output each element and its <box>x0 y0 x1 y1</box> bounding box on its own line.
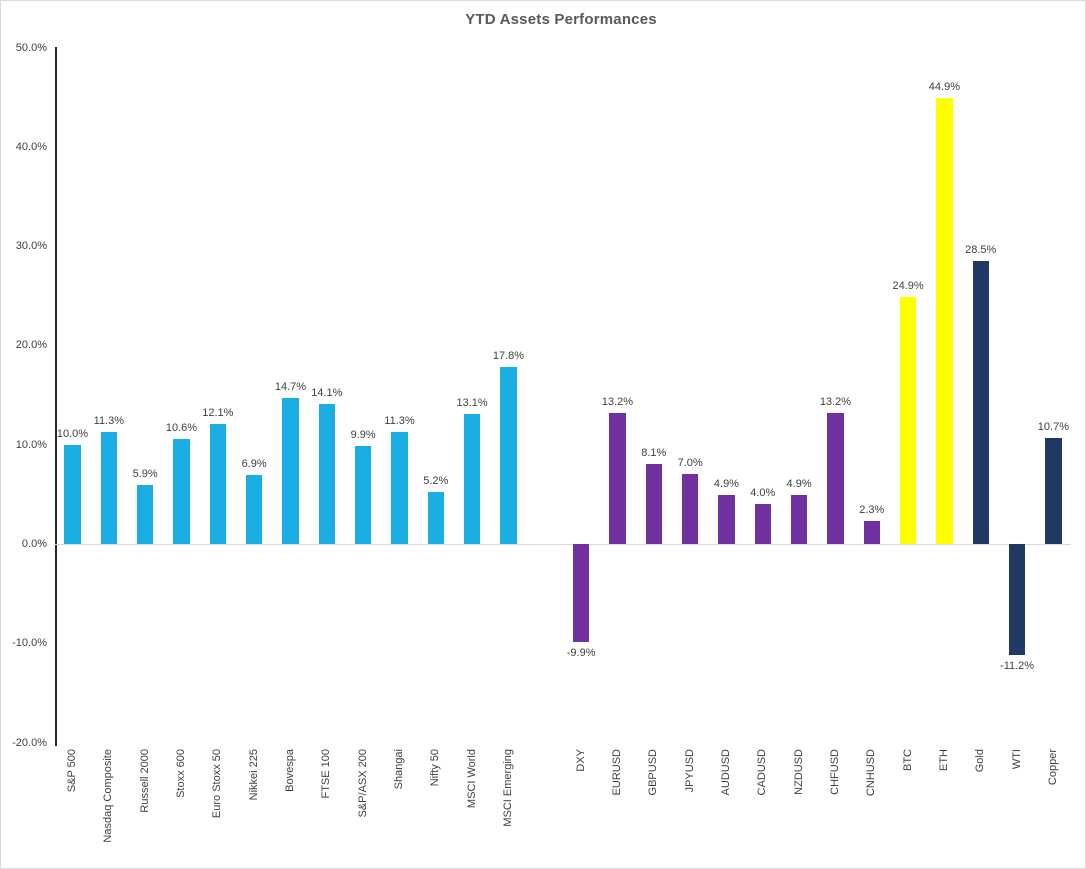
y-axis-tick-label: -20.0% <box>12 736 47 749</box>
y-axis-tick-label: 10.0% <box>15 438 47 451</box>
bar-stoxx-600 <box>173 438 190 544</box>
category-label: Copper <box>1046 749 1059 786</box>
bar-value-label: 9.9% <box>350 428 376 441</box>
bar-value-label: 4.0% <box>750 487 776 500</box>
bar-bovespa <box>282 398 299 544</box>
y-axis-tick-label: 20.0% <box>15 339 47 352</box>
category-label: GBPUSD <box>647 749 660 796</box>
bar-wti <box>1008 544 1026 656</box>
y-axis-tick-label: 40.0% <box>15 140 47 153</box>
category-label: CHFUSD <box>828 749 841 795</box>
category-label: MSCI Emerging <box>501 749 514 827</box>
bar-value-label: 17.8% <box>492 350 525 363</box>
zero-gridline <box>55 544 1071 546</box>
bar-value-label: 13.1% <box>456 396 488 409</box>
category-label: AUDUSD <box>719 749 732 796</box>
category-label: Euro Stoxx 50 <box>211 749 224 819</box>
bar-eurusd <box>609 412 626 544</box>
category-label: WTI <box>1010 749 1023 770</box>
chart-title: YTD Assets Performances <box>465 11 657 28</box>
bar-msci-emerging <box>500 367 517 544</box>
bar-value-label: 6.9% <box>241 458 267 471</box>
bar-cnhusd <box>863 521 880 544</box>
bar-shangai <box>391 431 408 544</box>
category-label: Nifty 50 <box>429 749 442 787</box>
bar-gbpusd <box>645 463 663 544</box>
y-axis-line <box>55 46 57 746</box>
category-label: Nasdaq Composite <box>102 749 115 843</box>
bar-value-label: 5.9% <box>132 468 158 481</box>
bar-value-label: 28.5% <box>965 243 997 256</box>
category-label: MSCI World <box>465 749 478 809</box>
bar-value-label: 5.2% <box>423 475 449 488</box>
category-label: Stoxx 600 <box>174 749 187 798</box>
bar-value-label: 4.9% <box>713 478 739 491</box>
bar-nasdaq-composite <box>100 431 118 544</box>
bar-euro-stoxx-50 <box>209 423 227 544</box>
category-label: Gold <box>974 749 987 773</box>
bar-ftse-100 <box>318 403 336 544</box>
category-label: Bovespa <box>283 749 296 792</box>
bar-jpyusd <box>681 474 699 544</box>
bar-value-label: 8.1% <box>641 446 667 459</box>
bar-value-label: 4.9% <box>786 478 812 491</box>
category-label: JPYUSD <box>683 749 696 793</box>
category-label: CNHUSD <box>865 749 878 797</box>
bar-value-label: 12.1% <box>202 406 234 419</box>
category-label: S&P/ASX 200 <box>356 749 369 818</box>
bar-s-p-500 <box>64 444 81 544</box>
bar-value-label: 13.2% <box>601 395 634 408</box>
bar-nzdusd <box>790 495 808 544</box>
bar-value-label: -11.2% <box>1000 660 1035 673</box>
bar-audusd <box>718 495 735 544</box>
bar-chfusd <box>827 412 844 544</box>
y-axis-tick-label: 0.0% <box>21 538 47 550</box>
y-axis-tick-label: 30.0% <box>15 240 47 253</box>
bar-value-label: 7.0% <box>677 457 703 470</box>
y-axis-tick-label: 50.0% <box>15 41 47 54</box>
bar-value-label: 10.0% <box>56 427 89 440</box>
bar-value-label: 44.9% <box>928 81 960 94</box>
category-label: FTSE 100 <box>320 749 333 799</box>
category-label: EURUSD <box>610 749 623 796</box>
category-label: Russell 2000 <box>138 749 151 813</box>
category-label: ETH <box>937 749 950 771</box>
category-label: DXY <box>574 749 587 772</box>
bar-value-label: 14.1% <box>311 386 343 399</box>
bar-value-label: 24.9% <box>892 279 924 292</box>
bar-nifty-50 <box>427 492 445 544</box>
category-label: S&P 500 <box>66 749 78 793</box>
bar-value-label: 11.3% <box>384 414 415 427</box>
bar-value-label: 2.3% <box>859 504 885 517</box>
bar-value-label: 10.6% <box>165 421 198 434</box>
bar-dxy <box>572 544 590 643</box>
bar-russell-2000 <box>136 485 154 544</box>
bar-gold <box>972 260 989 544</box>
category-label: BTC <box>901 749 914 771</box>
bar-cadusd <box>754 504 772 544</box>
category-label: CADUSD <box>756 749 769 796</box>
bar-value-label: 13.2% <box>819 395 852 408</box>
category-label: Shangai <box>392 749 405 790</box>
y-axis-tick-label: -10.0% <box>12 637 47 650</box>
bar-eth <box>936 98 953 544</box>
category-label: NZDUSD <box>792 749 805 795</box>
category-label: Nikkei 225 <box>247 749 260 801</box>
bar-nikkei-225 <box>245 475 263 544</box>
bar-value-label: 14.7% <box>274 381 307 394</box>
bar-msci-world <box>463 413 481 544</box>
bar-s-p-asx-200 <box>354 445 372 544</box>
bar-value-label: 10.7% <box>1037 420 1069 433</box>
bar-copper <box>1045 437 1062 544</box>
bar-btc <box>899 296 917 544</box>
bar-value-label: -9.9% <box>566 647 596 660</box>
bar-value-label: 11.3% <box>93 414 125 427</box>
